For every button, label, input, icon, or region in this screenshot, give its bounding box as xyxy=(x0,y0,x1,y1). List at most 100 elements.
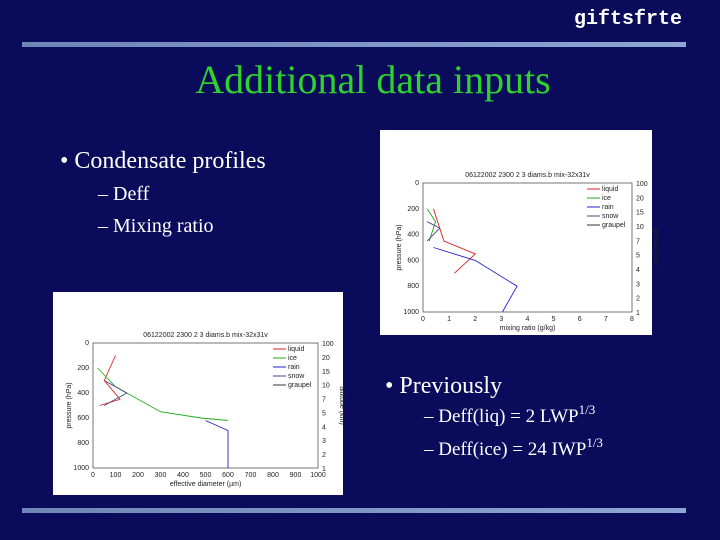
x-tick-label: 7 xyxy=(604,316,608,323)
y-tick-label: 1000 xyxy=(403,309,419,316)
x-axis-label: effective diameter (µm) xyxy=(170,481,242,488)
profile-curve xyxy=(426,208,437,242)
plot-image xyxy=(53,292,343,495)
y2-tick-label: 5 xyxy=(322,410,326,417)
legend-label: rain xyxy=(602,204,614,211)
profile-curve xyxy=(97,367,229,421)
x-tick-label: 800 xyxy=(267,472,279,479)
plot-frame xyxy=(92,342,319,469)
slide-title: Additional data inputs xyxy=(195,57,551,102)
bullet: • Previously xyxy=(385,373,502,399)
x-tick-label: 700 xyxy=(245,472,257,479)
y-axis-label: pressure (hPa) xyxy=(66,382,73,428)
y2-tick-label: 4 xyxy=(322,424,326,431)
x-tick-label: 1 xyxy=(447,316,451,323)
legend-label: graupel xyxy=(288,382,312,389)
y2-tick-label: 4 xyxy=(636,267,640,274)
y2-tick-label: 1 xyxy=(322,466,326,473)
y-tick-label: 0 xyxy=(85,340,89,347)
x-tick-label: 600 xyxy=(222,472,234,479)
legend-label: liquid xyxy=(288,346,304,353)
y2-axis-label: altitude (km) xyxy=(338,386,345,425)
x-tick-label: 500 xyxy=(200,472,212,479)
x-tick-label: 5 xyxy=(552,316,556,323)
y-tick-label: 400 xyxy=(407,232,419,239)
x-tick-label: 3 xyxy=(499,316,503,323)
bottom-rule xyxy=(22,508,686,513)
subitem: – Mixing ratio xyxy=(97,215,214,237)
y-tick-label: 800 xyxy=(407,283,419,290)
legend-label: snow xyxy=(288,373,305,380)
y2-tick-label: 5 xyxy=(636,253,640,260)
y-axis-label: pressure (hPa) xyxy=(396,224,403,270)
subitem-text: Deff(liq) = 2 LWP xyxy=(438,406,578,427)
x-tick-label: 6 xyxy=(578,316,582,323)
y2-axis-label: altitude (km) xyxy=(652,228,659,267)
profile-curve xyxy=(426,221,441,242)
exponent: 1/3 xyxy=(579,402,596,417)
profile-curve xyxy=(104,380,128,406)
legend-label: snow xyxy=(602,213,619,220)
y2-tick-label: 100 xyxy=(636,181,648,188)
bullet-text: Previously xyxy=(399,373,502,399)
y2-tick-label: 7 xyxy=(636,238,640,245)
legend-label: ice xyxy=(288,355,297,362)
exponent: 1/3 xyxy=(586,435,603,450)
legend-label: graupel xyxy=(602,222,626,229)
x-tick-label: 2 xyxy=(473,316,477,323)
plot-image xyxy=(380,130,652,335)
legend-label: ice xyxy=(602,195,611,202)
y-tick-label: 600 xyxy=(77,415,89,422)
profile-curve xyxy=(433,247,518,313)
y2-tick-label: 100 xyxy=(322,341,334,348)
y2-tick-label: 3 xyxy=(636,281,640,288)
y-tick-label: 200 xyxy=(407,206,419,213)
y2-tick-label: 1 xyxy=(636,310,640,317)
subitem: – Deff xyxy=(97,183,150,205)
top-rule xyxy=(22,42,686,47)
y2-tick-label: 2 xyxy=(636,296,640,303)
legend-label: rain xyxy=(288,364,300,371)
y2-tick-label: 20 xyxy=(322,355,330,362)
y2-tick-label: 10 xyxy=(322,383,330,390)
subitem-text: Mixing ratio xyxy=(113,215,214,237)
x-tick-label: 900 xyxy=(290,472,302,479)
plot-frame xyxy=(422,182,633,313)
x-tick-label: 200 xyxy=(132,472,144,479)
brand: giftsfrte xyxy=(574,8,682,31)
y2-tick-label: 10 xyxy=(636,224,644,231)
x-tick-label: 8 xyxy=(630,316,634,323)
y-tick-label: 1000 xyxy=(73,465,89,472)
y2-tick-label: 15 xyxy=(322,369,330,376)
y2-tick-label: 20 xyxy=(636,195,644,202)
bullet: • Condensate profiles xyxy=(60,148,266,174)
x-tick-label: 1000 xyxy=(310,472,326,479)
x-axis-label: mixing ratio (g/kg) xyxy=(500,325,556,332)
x-tick-label: 100 xyxy=(110,472,122,479)
subitem-text: Deff(ice) = 24 IWP xyxy=(438,439,586,460)
y-tick-label: 200 xyxy=(77,365,89,372)
plot-title: 06122002 2300 2 3 diams.b mix-32x31v xyxy=(465,172,590,179)
subitem-text: Deff xyxy=(113,183,150,205)
plot-title: 06122002 2300 2 3 diams.b mix-32x31v xyxy=(143,332,268,339)
profile-curve xyxy=(205,420,229,468)
y-tick-label: 400 xyxy=(77,390,89,397)
x-tick-label: 400 xyxy=(177,472,189,479)
legend-label: liquid xyxy=(602,186,618,193)
subitem: – Deff(liq) = 2 LWP1/3 xyxy=(423,402,595,427)
x-tick-label: 0 xyxy=(91,472,95,479)
subitem: – Deff(ice) = 24 IWP1/3 xyxy=(423,435,603,460)
y-tick-label: 600 xyxy=(407,257,419,264)
y2-tick-label: 7 xyxy=(322,397,326,404)
y-tick-label: 0 xyxy=(415,180,419,187)
bullet-text: Condensate profiles xyxy=(74,148,265,174)
y2-tick-label: 2 xyxy=(322,452,326,459)
y2-tick-label: 15 xyxy=(636,210,644,217)
profile-curve xyxy=(433,208,477,274)
x-tick-label: 300 xyxy=(155,472,167,479)
y2-tick-label: 3 xyxy=(322,438,326,445)
x-tick-label: 4 xyxy=(526,316,530,323)
x-tick-label: 0 xyxy=(421,316,425,323)
y-tick-label: 800 xyxy=(77,440,89,447)
